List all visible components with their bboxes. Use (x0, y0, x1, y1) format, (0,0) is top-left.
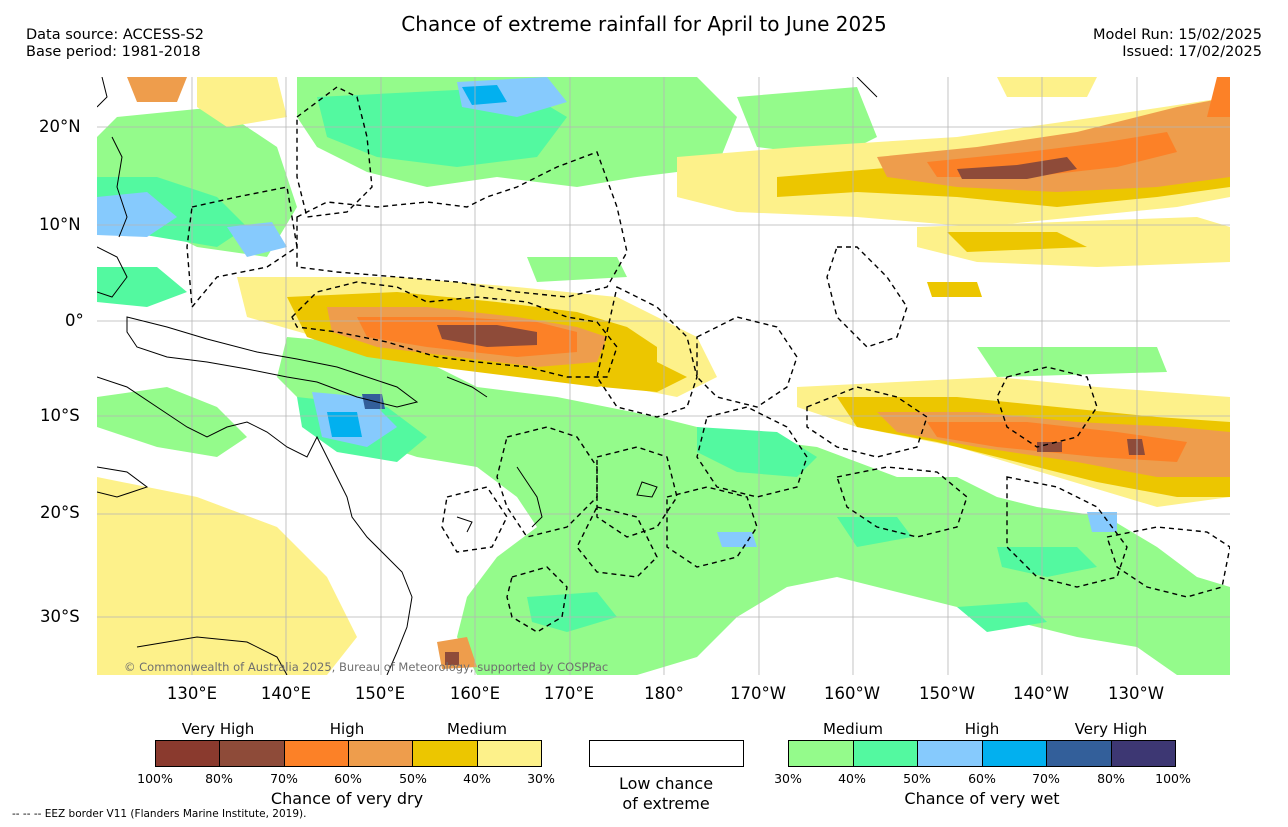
wet-tick-100: 100% (1155, 771, 1191, 786)
low-chance-line2: of extreme (622, 794, 710, 813)
wet-tick-80: 80% (1097, 771, 1125, 786)
eez-footnote: -- -- -- EEZ border V11 (Flanders Marine… (12, 808, 307, 820)
lon-label-140w: 140°W (1012, 684, 1070, 703)
map-canvas (97, 77, 1230, 675)
copyright-credit: © Commonwealth of Australia 2025, Bureau… (124, 660, 609, 674)
model-run-block: Model Run: 15/02/2025 Issued: 17/02/2025 (1093, 27, 1262, 61)
dry-legend-title-medium: Medium (447, 720, 507, 738)
dry-tick-50: 50% (399, 771, 427, 786)
dry-legend-title-high: High (329, 720, 365, 738)
wet-tick-70: 70% (1032, 771, 1060, 786)
dry-legend-title-very-high: Very High (181, 720, 255, 738)
lon-label-160w: 160°W (823, 684, 881, 703)
dry-swatch-50-40 (413, 741, 478, 766)
wet-colorbar (788, 740, 1176, 767)
lat-label-10n: 10°N (39, 215, 81, 234)
dry-tick-40: 40% (463, 771, 491, 786)
map-title: Chance of extreme rainfall for April to … (401, 12, 887, 36)
coastlines (97, 77, 878, 675)
wet-swatch-30-40 (789, 741, 854, 766)
lon-label-130e: 130°E (166, 684, 218, 703)
issued-date-text: Issued: 17/02/2025 (1122, 44, 1262, 60)
lon-label-140e: 140°E (260, 684, 312, 703)
eez-borders (186, 86, 1230, 633)
wet-dark-blue-fields (327, 85, 507, 437)
wet-swatch-50-60 (918, 741, 983, 766)
dry-swatch-100-80 (156, 741, 221, 766)
dry-very-high-fields (437, 157, 1145, 665)
lat-label-0: 0° (65, 311, 84, 330)
wet-tick-30: 30% (774, 771, 802, 786)
data-source-text: Data source: ACCESS-S2 (26, 27, 205, 43)
low-chance-label: Low chance of extreme (619, 774, 713, 814)
lat-label-10s: 10°S (40, 406, 80, 425)
lon-label-180: 180° (644, 684, 684, 703)
lon-label-170e: 170°E (543, 684, 595, 703)
graticule (97, 77, 1230, 675)
dry-swatch-40-30 (477, 741, 541, 766)
wet-light-green-fields (97, 77, 1230, 675)
wet-swatch-70-80 (1047, 741, 1112, 766)
lon-label-150w: 150°W (918, 684, 976, 703)
lon-label-130w: 130°W (1107, 684, 1165, 703)
dry-tick-30: 30% (527, 771, 555, 786)
dry-tick-80: 80% (205, 771, 233, 786)
wet-legend-title-medium: Medium (823, 720, 883, 738)
lat-label-30s: 30°S (40, 607, 80, 626)
wet-tick-60: 60% (968, 771, 996, 786)
dry-tick-100: 100% (137, 771, 173, 786)
lat-label-20n: 20°N (39, 117, 81, 136)
lon-label-150e: 150°E (354, 684, 406, 703)
lat-label-20s: 20°S (40, 503, 80, 522)
dry-swatch-70-60 (284, 741, 349, 766)
base-period-text: Base period: 1981-2018 (26, 44, 201, 60)
data-source-block: Data source: ACCESS-S2 Base period: 1981… (26, 27, 204, 61)
wet-legend-title-very-high: Very High (1074, 720, 1148, 738)
dry-legend-caption: Chance of very dry (270, 789, 424, 808)
lon-label-170w: 170°W (729, 684, 787, 703)
wet-legend-caption: Chance of very wet (904, 789, 1060, 808)
wet-legend-title-high: High (964, 720, 1000, 738)
dry-swatch-80-70 (220, 741, 285, 766)
dry-tick-60: 60% (334, 771, 362, 786)
model-run-text: Model Run: 15/02/2025 (1092, 27, 1262, 43)
lon-label-160e: 160°E (449, 684, 501, 703)
low-chance-line1: Low chance (618, 774, 714, 793)
wet-tick-50: 50% (903, 771, 931, 786)
dry-tick-70: 70% (270, 771, 298, 786)
dry-swatch-60-50 (348, 741, 414, 766)
low-chance-swatch (589, 740, 744, 767)
rainfall-map (97, 77, 1230, 675)
wet-swatch-40-50 (853, 741, 918, 766)
dry-colorbar (155, 740, 542, 767)
wet-swatch-80-100 (1111, 741, 1175, 766)
wet-swatch-60-70 (982, 741, 1047, 766)
wet-tick-40: 40% (838, 771, 866, 786)
